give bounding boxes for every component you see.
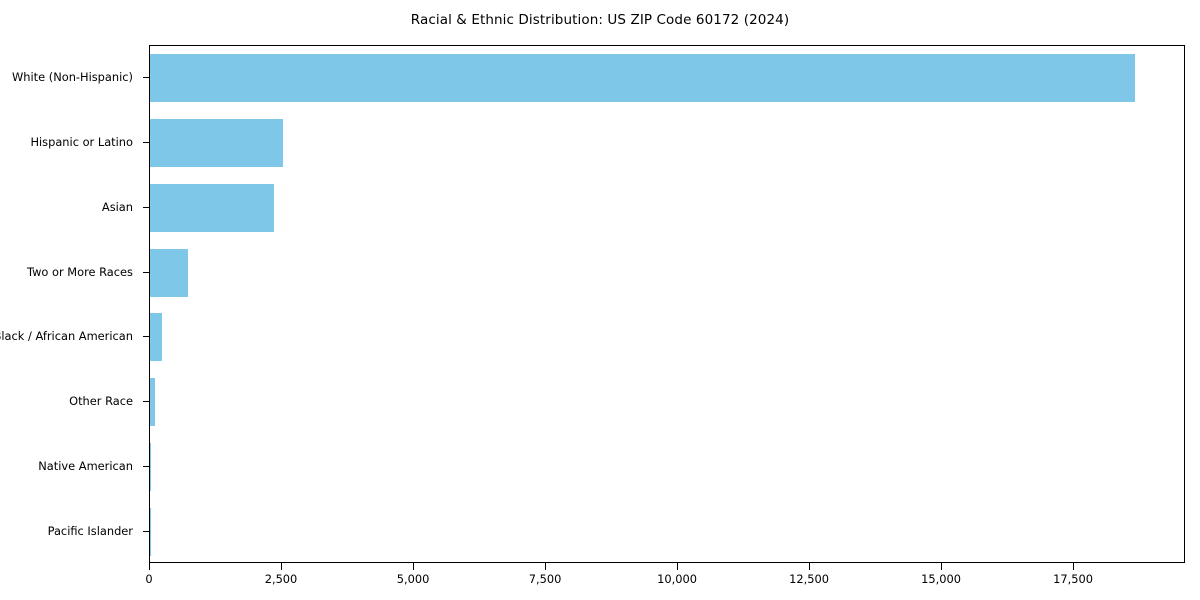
- bar: [150, 54, 1135, 103]
- y-axis-tick-label: Two or More Races: [27, 264, 133, 279]
- x-axis-tick-mark: [677, 563, 679, 570]
- y-axis-tick-mark: [142, 401, 149, 403]
- x-axis-tick-mark: [149, 563, 151, 570]
- y-axis-tick-label: Black / African American: [0, 329, 133, 344]
- chart-title: Racial & Ethnic Distribution: US ZIP Cod…: [410, 12, 790, 28]
- x-axis-tick-label: 0: [145, 572, 153, 586]
- y-axis-tick-label: Hispanic or Latino: [30, 135, 133, 150]
- x-axis-tick-mark: [545, 563, 547, 570]
- y-axis-tick-label: White (Non-Hispanic): [12, 70, 133, 85]
- bar: [150, 248, 189, 297]
- x-axis-tick-label: 2,500: [264, 572, 298, 586]
- y-axis-tick-mark: [142, 271, 149, 273]
- y-axis-tick-label: Pacific Islander: [47, 523, 133, 538]
- y-axis-tick-mark: [142, 465, 149, 467]
- x-axis-tick-mark: [413, 563, 415, 570]
- bars-layer: [150, 46, 1184, 562]
- x-axis-tick-label: 17,500: [1053, 572, 1093, 586]
- x-axis-tick-label: 12,500: [789, 572, 829, 586]
- bar: [150, 442, 151, 491]
- bar: [150, 119, 284, 168]
- y-axis-tick-label: Other Race: [69, 394, 133, 409]
- y-axis-tick-mark: [142, 530, 149, 532]
- y-axis-tick-mark: [142, 336, 149, 338]
- y-axis-tick-mark: [142, 142, 149, 144]
- x-axis-tick-label: 15,000: [921, 572, 961, 586]
- y-axis-tick-labels: White (Non-Hispanic) Hispanic or Latino As…: [0, 0, 141, 600]
- x-axis-tick-mark: [1073, 563, 1075, 570]
- y-axis-tick-label: Native American: [38, 458, 133, 473]
- x-axis-tick-mark: [281, 563, 283, 570]
- x-axis-tick-mark: [809, 563, 811, 570]
- bar: [150, 313, 163, 362]
- bar: [150, 378, 156, 427]
- y-axis-tick-mark: [142, 206, 149, 208]
- x-axis-tick-label: 7,500: [528, 572, 562, 586]
- y-axis-tick-label: Asian: [101, 199, 133, 214]
- bar: [150, 183, 275, 232]
- plot-area: [149, 45, 1185, 563]
- y-axis-tick-mark: [142, 77, 149, 79]
- x-axis-tick-label: 5,000: [396, 572, 430, 586]
- x-axis-tick-mark: [941, 563, 943, 570]
- x-axis-tick-label: 10,000: [657, 572, 697, 586]
